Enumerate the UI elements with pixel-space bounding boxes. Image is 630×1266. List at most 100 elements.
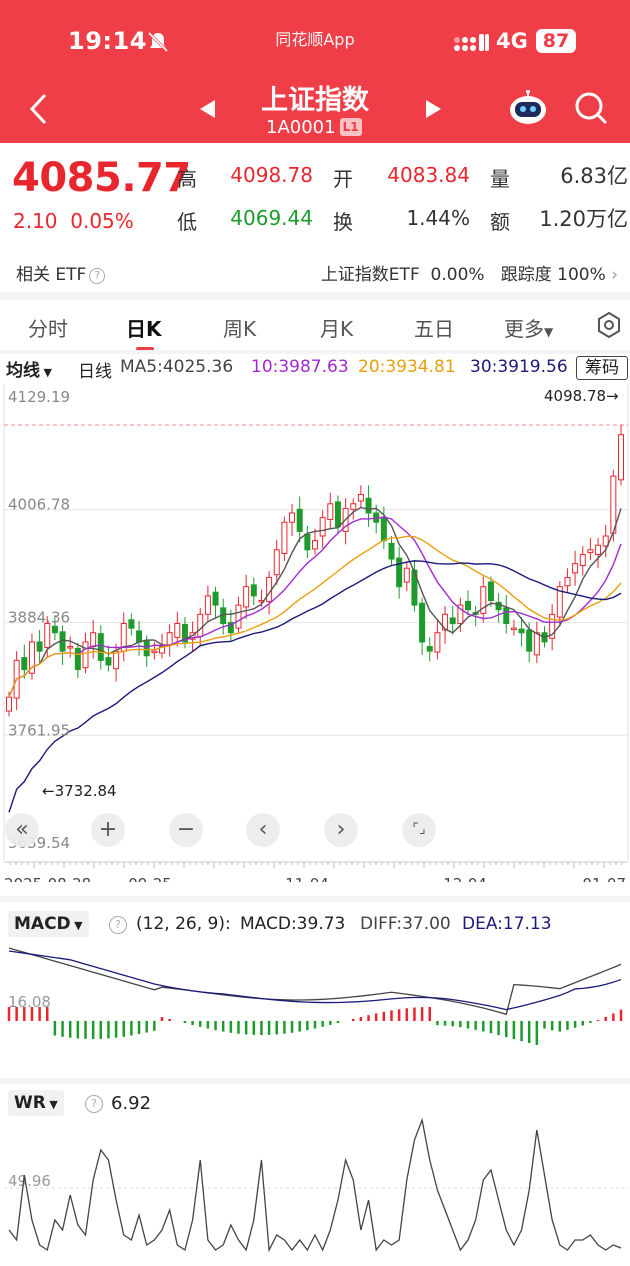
candle-body — [587, 549, 594, 554]
divider — [0, 1078, 630, 1084]
diff-line — [8, 947, 622, 1016]
candle-body — [503, 607, 510, 625]
candle-body — [296, 508, 303, 532]
candle-body — [556, 586, 563, 618]
candle-body — [227, 622, 234, 634]
max-price-label: 4098.78→ — [544, 387, 619, 405]
candle-body — [74, 647, 81, 671]
help-icon[interactable]: ? — [85, 1095, 103, 1113]
turnover-label: 换 — [333, 210, 353, 234]
change-value: 2.10 — [13, 209, 58, 233]
etf-tracking[interactable]: 上证指数ETF 0.00% 跟踪度 100% › — [320, 265, 618, 285]
zoom-minus-icon[interactable]: − — [169, 813, 203, 847]
candle-body — [90, 632, 97, 648]
search-icon[interactable] — [574, 91, 608, 125]
candle-body — [36, 641, 43, 652]
divider — [0, 350, 630, 354]
tab-more[interactable]: 更多▼ — [504, 317, 554, 341]
ma-menu[interactable]: 均线 ▼ — [6, 361, 52, 381]
price-change: 2.10 0.05% — [13, 209, 134, 233]
last-price: 4085.77 — [12, 155, 191, 201]
candle-body — [449, 617, 456, 625]
low-value: 4069.44 — [230, 206, 313, 230]
wr-value: 6.92 — [111, 1093, 152, 1114]
back-arrow-icon[interactable] — [26, 92, 52, 126]
stock-code: 1A0001 L1 — [266, 117, 362, 138]
tab-weekly-k[interactable]: 周K — [223, 317, 257, 341]
candle-body — [143, 640, 150, 657]
prev-triangle-icon[interactable] — [200, 100, 216, 118]
macd-axis-label: 16.08 — [8, 993, 51, 1011]
related-etf[interactable]: 相关 ETF? — [16, 260, 106, 285]
macd-params: (12, 26, 9): — [136, 914, 231, 934]
candle-body — [334, 501, 341, 528]
tab-more-label: 更多 — [504, 317, 544, 341]
y-tick-label: 3761.95 — [8, 721, 70, 739]
candle-body — [304, 533, 311, 551]
pan-right-icon[interactable]: › — [324, 813, 358, 847]
related-etf-label: 相关 ETF — [16, 265, 87, 285]
ma30-value: 30:3919.56 — [470, 357, 568, 377]
x-tick-label: 01-07 — [582, 875, 626, 882]
dea-line — [8, 950, 622, 1011]
level-badge: L1 — [339, 118, 362, 136]
help-icon[interactable]: ? — [89, 268, 106, 284]
candle-body — [44, 623, 51, 648]
candle-body — [197, 613, 204, 637]
robot-icon[interactable] — [508, 90, 548, 126]
ma-menu-label: 均线 — [6, 361, 40, 381]
tab-daily-k[interactable]: 日K — [126, 317, 162, 341]
candle-body — [365, 497, 372, 514]
candle-body — [28, 641, 35, 674]
divider — [0, 896, 630, 902]
status-bar: 19:14 同花顺App 4G 87 — [0, 0, 630, 80]
wr-menu-label: WR — [14, 1093, 46, 1113]
candle-body — [97, 633, 104, 661]
ma20-value: 20:3934.81 — [358, 357, 456, 377]
wr-axis-label: 49.96 — [8, 1172, 51, 1190]
etf-percent: 0.00% — [430, 265, 485, 285]
y-tick-label: 3884.36 — [8, 609, 70, 627]
x-tick-label: 11-04 — [285, 875, 329, 882]
candle-body — [67, 646, 74, 649]
tab-monthly-k[interactable]: 月K — [320, 317, 354, 341]
status-time: 19:14 — [68, 27, 147, 55]
candle-body — [549, 613, 556, 639]
candle-body — [457, 604, 464, 625]
battery-level: 87 — [536, 29, 576, 53]
etf-name: 上证指数ETF — [320, 265, 420, 285]
high-label: 高 — [177, 167, 197, 191]
candle-body — [273, 549, 280, 576]
fullscreen-icon[interactable]: ⌜⌟ — [402, 813, 436, 847]
candle-body — [526, 629, 533, 652]
x-tick-label: 09-25 — [128, 875, 172, 882]
pan-left-icon[interactable]: ‹ — [246, 813, 280, 847]
candle-body — [579, 553, 586, 566]
next-triangle-icon[interactable] — [425, 100, 441, 118]
candle-body — [357, 494, 364, 502]
macd-menu[interactable]: MACD ▼ — [8, 911, 89, 937]
candle-body — [533, 632, 540, 656]
zoom-out-all-icon[interactable]: « — [5, 813, 39, 847]
chip-button[interactable]: 筹码 — [576, 356, 628, 380]
candle-body — [403, 567, 410, 583]
settings-icon[interactable] — [596, 312, 622, 338]
macd-chart[interactable]: 16.08 — [0, 938, 630, 1078]
network-type: 4G — [496, 29, 528, 53]
signal-icon — [454, 34, 489, 51]
tab-five-day[interactable]: 五日 — [414, 317, 454, 341]
candle-body — [235, 604, 242, 629]
help-icon[interactable]: ? — [109, 916, 127, 934]
candle-body — [82, 641, 89, 669]
candle-body — [312, 540, 318, 550]
wr-menu[interactable]: WR ▼ — [8, 1090, 64, 1116]
tab-intraday[interactable]: 分时 — [28, 317, 68, 341]
kline-chart[interactable]: 4129.194006.783884.363761.953639.544098.… — [0, 382, 630, 882]
open-value: 4083.84 — [387, 163, 470, 187]
line-type[interactable]: 日线 — [78, 362, 112, 382]
wr-chart[interactable]: 49.96 — [0, 1115, 630, 1266]
zoom-in-icon[interactable]: + — [91, 813, 125, 847]
open-label: 开 — [333, 167, 353, 191]
ma30-line — [8, 560, 622, 813]
candle-body — [595, 544, 602, 555]
